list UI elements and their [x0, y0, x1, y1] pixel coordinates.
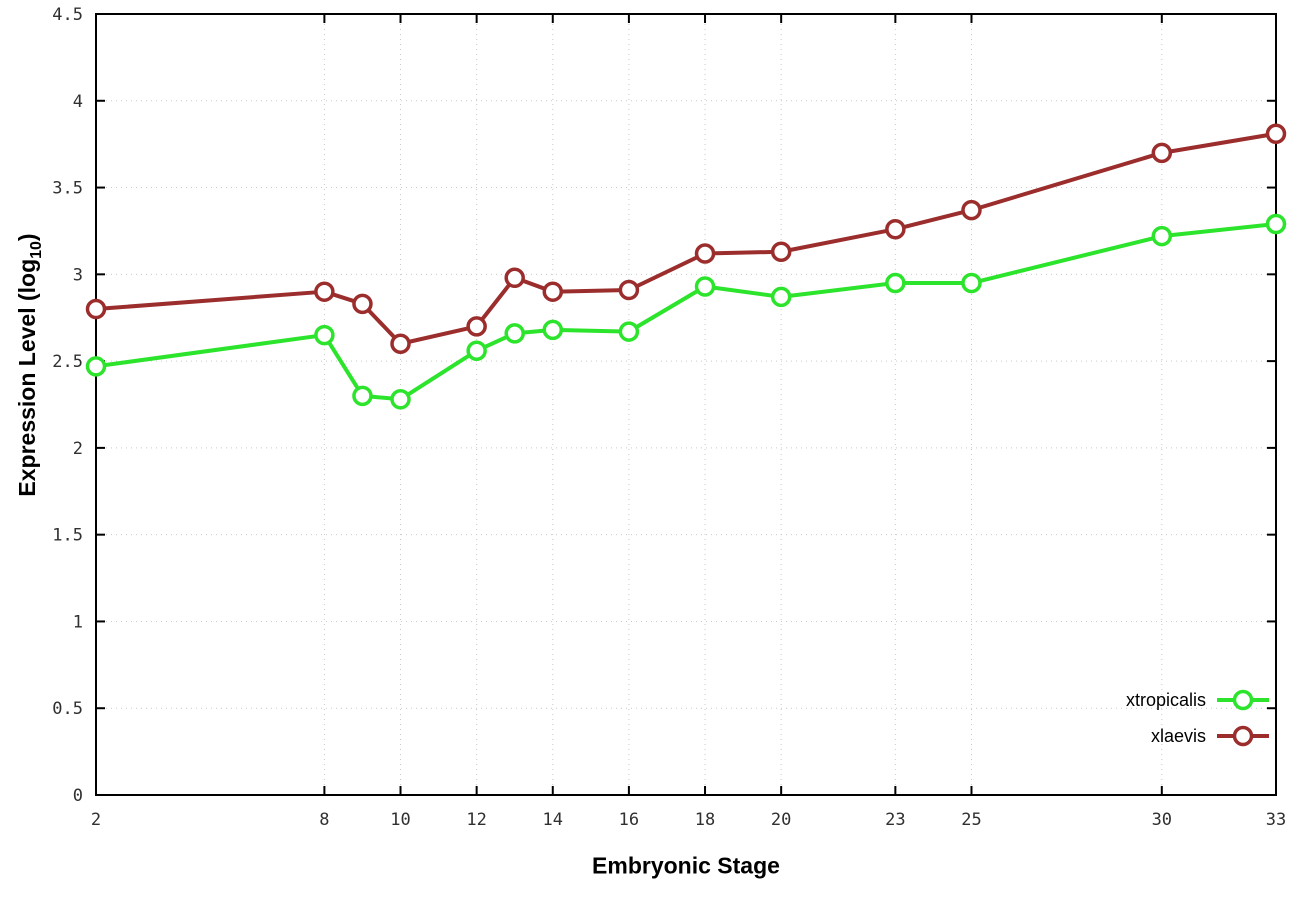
data-point-xlaevis: [1265, 123, 1287, 145]
x-tick-label: 20: [771, 810, 791, 830]
x-tick-label: 30: [1152, 810, 1172, 830]
x-tick-label: 23: [885, 810, 905, 830]
data-point-xtropicalis: [770, 286, 792, 308]
x-tick-label: 10: [390, 810, 410, 830]
data-point-xtropicalis: [504, 323, 525, 344]
data-point-xtropicalis: [694, 276, 716, 297]
x-tick-label: 18: [695, 810, 715, 830]
data-point-xtropicalis: [352, 385, 373, 407]
y-tick-label: 2.5: [52, 352, 83, 372]
data-point-xtropicalis: [542, 319, 564, 341]
data-point-xlaevis: [352, 293, 373, 315]
y-tick-label: 4.5: [52, 5, 83, 25]
legend-label-xlaevis: xlaevis: [1151, 726, 1206, 746]
y-tick-label: 0.5: [52, 699, 83, 719]
x-tick-label: 33: [1266, 810, 1286, 830]
y-tick-label: 4: [73, 92, 83, 112]
data-point-xlaevis: [618, 279, 640, 301]
y-axis-label-subscript: 10: [27, 241, 45, 259]
data-point-xlaevis: [504, 267, 525, 289]
legend-label-xtropicalis: xtropicalis: [1126, 690, 1206, 710]
y-tick-label: 1: [73, 612, 83, 632]
data-point-xlaevis: [466, 316, 487, 337]
x-axis-label: Embryonic Stage: [592, 852, 780, 879]
x-tick-label: 8: [319, 810, 329, 830]
data-point-xlaevis: [1151, 142, 1173, 164]
x-tick-label: 25: [961, 810, 981, 830]
series-line-xtropicalis: [94, 222, 1278, 402]
data-point-xtropicalis: [85, 356, 107, 377]
data-point-xtropicalis: [618, 321, 640, 342]
y-tick-label: 3.5: [52, 179, 83, 199]
data-point-xtropicalis: [885, 272, 906, 294]
x-tick-label: 16: [619, 810, 639, 830]
data-point-xlaevis: [961, 199, 982, 221]
x-tick-label: 14: [543, 810, 563, 830]
series-line-xlaevis: [94, 131, 1278, 346]
data-point-xtropicalis: [466, 340, 487, 361]
data-point-xtropicalis: [314, 324, 335, 346]
data-point-xlaevis: [314, 281, 335, 302]
data-point-xtropicalis: [390, 389, 411, 410]
x-tick-label: 12: [466, 810, 486, 830]
y-axis-label-suffix: ): [14, 233, 41, 242]
plot-border: [95, 13, 1277, 796]
data-point-xlaevis: [770, 241, 792, 263]
y-tick-label: 1.5: [52, 526, 83, 546]
data-point-xlaevis: [390, 333, 411, 355]
legend-sample-marker-xtropicalis: [1232, 689, 1254, 711]
legend-sample-marker-xlaevis: [1232, 725, 1254, 747]
data-point-xlaevis: [85, 298, 107, 320]
x-tick-label: 2: [91, 810, 101, 830]
y-tick-label: 3: [73, 265, 83, 285]
y-tick-label: 2: [73, 439, 83, 459]
y-axis-label-text: Expression Level (log: [14, 258, 41, 497]
data-point-xtropicalis: [961, 272, 982, 294]
data-point-xlaevis: [694, 243, 716, 264]
y-axis-label: Expression Level (log10): [14, 233, 46, 496]
data-point-xtropicalis: [1265, 213, 1287, 235]
data-point-xlaevis: [885, 218, 906, 240]
data-point-xlaevis: [542, 281, 564, 302]
y-tick-label: 0: [73, 786, 83, 806]
data-point-xtropicalis: [1151, 225, 1173, 247]
